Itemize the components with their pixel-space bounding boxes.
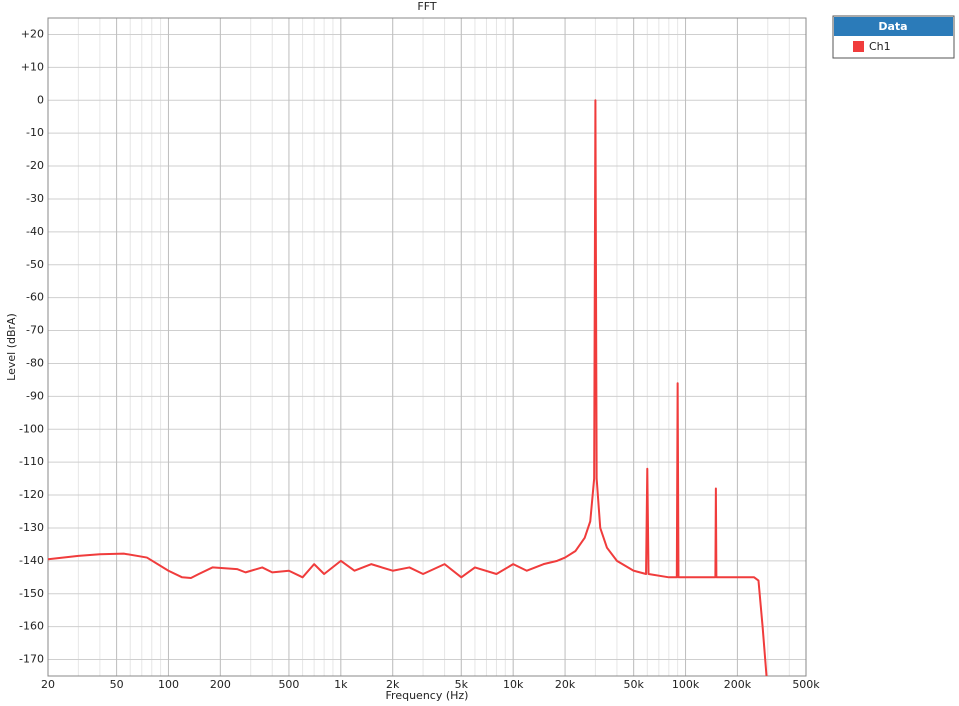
plot-area <box>48 18 806 676</box>
plot-border <box>47 17 807 677</box>
x-tick-label: 10k <box>503 678 524 691</box>
y-tick-label: -100 <box>19 422 44 435</box>
legend-label: Ch1 <box>869 40 891 53</box>
y-tick-label: -160 <box>19 620 44 633</box>
y-tick-label: -40 <box>26 225 44 238</box>
legend-title: Data <box>878 20 907 33</box>
y-tick-label: -140 <box>19 554 44 567</box>
x-tick-label: 100k <box>672 678 700 691</box>
y-tick-label: -120 <box>19 488 44 501</box>
x-tick-label: 200 <box>210 678 231 691</box>
x-tick-label: 1k <box>334 678 348 691</box>
y-tick-label: -20 <box>26 159 44 172</box>
y-tick-label: -10 <box>26 126 44 139</box>
x-tick-label: 500 <box>278 678 299 691</box>
y-tick-label: -70 <box>26 324 44 337</box>
y-tick-label: +10 <box>21 60 44 73</box>
y-tick-label: -80 <box>26 356 44 369</box>
x-tick-label: 50 <box>110 678 124 691</box>
x-tick-label: 5k <box>455 678 469 691</box>
y-tick-label: -90 <box>26 389 44 402</box>
x-tick-label: 100 <box>158 678 179 691</box>
x-tick-label: 20 <box>41 678 55 691</box>
y-tick-label: -60 <box>26 291 44 304</box>
legend-swatch <box>853 41 864 52</box>
y-tick-label: -50 <box>26 258 44 271</box>
x-axis-label: Frequency (Hz) <box>386 689 469 702</box>
y-tick-label: +20 <box>21 27 44 40</box>
y-axis-label: Level (dBrA) <box>5 313 18 381</box>
chart-title: FFT <box>417 0 436 13</box>
y-tick-label: 0 <box>37 93 44 106</box>
legend-header <box>834 17 953 36</box>
y-tick-label: -110 <box>19 455 44 468</box>
x-tick-label: 50k <box>623 678 644 691</box>
x-tick-label: 500k <box>792 678 820 691</box>
y-tick-label: -170 <box>19 653 44 666</box>
x-tick-label: 20k <box>555 678 576 691</box>
data-line <box>48 99 768 676</box>
y-tick-label: -150 <box>19 587 44 600</box>
y-tick-label: -130 <box>19 521 44 534</box>
x-tick-label: 200k <box>724 678 752 691</box>
y-tick-label: -30 <box>26 192 44 205</box>
x-tick-label: 2k <box>386 678 400 691</box>
